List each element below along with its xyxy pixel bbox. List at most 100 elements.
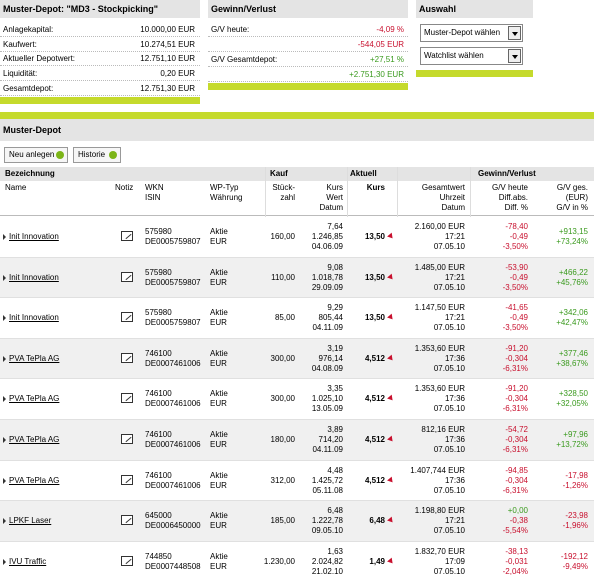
today-text: -0,031 xyxy=(505,556,528,566)
stock-link[interactable]: IVU Traffic xyxy=(9,556,47,566)
price: 13,50 xyxy=(364,272,385,282)
row-separator xyxy=(0,65,200,67)
id-text: DE0007461006 xyxy=(145,480,201,490)
column-header: zahl xyxy=(280,193,295,202)
id-text: 575980 xyxy=(145,227,172,236)
id-text: DE0007461006 xyxy=(145,440,201,449)
column-header: G/V heute xyxy=(491,183,528,192)
buy-text: 21.02.10 xyxy=(311,566,343,576)
action-button[interactable]: Neu anlegen xyxy=(4,147,68,163)
link-arrow xyxy=(3,234,6,240)
depot-title: Muster-Depot xyxy=(0,119,594,141)
row-separator xyxy=(0,94,200,96)
select-button xyxy=(508,49,521,63)
buy-text: 1.246,85 xyxy=(311,232,343,241)
note-icon[interactable] xyxy=(121,231,133,241)
buy-text: 3,35 xyxy=(327,384,343,394)
id-text: 746100 xyxy=(145,389,172,399)
today-text: -41,65 xyxy=(505,303,528,313)
id-text: 645000 xyxy=(145,511,172,521)
group-header: Kauf xyxy=(270,169,288,178)
stock-link[interactable]: PVA TePla AG xyxy=(9,435,60,444)
note-icon[interactable] xyxy=(121,393,133,404)
summary-label: Gesamtdepot: xyxy=(3,83,54,93)
stock-link[interactable]: LPKF Laser xyxy=(9,516,52,526)
note-icon[interactable] xyxy=(121,555,133,566)
today-text: -6,31% xyxy=(502,404,528,414)
note-icon[interactable] xyxy=(121,271,133,282)
today-text: -54,72 xyxy=(505,425,528,434)
buy-text: 4,48 xyxy=(327,465,343,475)
type-text: EUR xyxy=(210,237,227,246)
current-text: 2.160,00 EUR xyxy=(414,222,465,231)
button-label: Historie xyxy=(78,150,106,159)
row-separator xyxy=(208,36,408,37)
current-text: 07.05.10 xyxy=(433,485,465,495)
today-text: -91,20 xyxy=(505,384,528,394)
buy-text: 1.018,78 xyxy=(311,272,343,282)
summary-label: Aktueller Depotwert: xyxy=(3,54,76,64)
select-box[interactable]: Muster-Depot wählen xyxy=(420,24,523,42)
note-icon[interactable] xyxy=(121,515,133,526)
pencil xyxy=(125,355,132,361)
stock-link[interactable]: Init Innovation xyxy=(9,313,59,323)
today-text: -94,85 xyxy=(505,465,528,475)
today-text: -3,50% xyxy=(502,282,528,292)
select-box[interactable]: Watchlist wählen xyxy=(420,47,523,65)
row-separator xyxy=(208,50,408,52)
note-icon[interactable] xyxy=(121,352,133,363)
summary-value: 12.751,30 EUR xyxy=(140,83,195,93)
green-bar xyxy=(208,83,408,90)
price: 13,50 xyxy=(364,313,385,323)
stock-link[interactable]: PVA TePla AG xyxy=(9,394,60,404)
total-text: -23,98 xyxy=(565,511,588,521)
id-text: DE0005759807 xyxy=(145,237,201,246)
profit-value: -4,09 % xyxy=(376,25,404,34)
column-header: Gesamtwert xyxy=(421,183,465,192)
today-text: -0,304 xyxy=(505,353,528,363)
total-text: +913,15 xyxy=(558,227,588,236)
buy-text: 7,64 xyxy=(327,222,343,231)
today-text: -0,49 xyxy=(509,232,528,241)
current-text: 07.05.10 xyxy=(433,323,465,333)
buy-text: 13.05.09 xyxy=(311,404,343,414)
current-text: 812,16 EUR xyxy=(421,425,465,434)
row-separator xyxy=(208,80,408,82)
type-text: Aktie xyxy=(210,511,228,521)
today-text: -53,90 xyxy=(505,262,528,272)
buy-text: 3,89 xyxy=(327,425,343,434)
today-text: -0,49 xyxy=(509,313,528,323)
action-button[interactable]: Historie xyxy=(73,147,121,163)
type-text: Aktie xyxy=(210,267,228,277)
total-text: +38,67% xyxy=(556,358,588,368)
price: 4,512 xyxy=(364,353,385,363)
pencil xyxy=(125,477,132,483)
row-separator xyxy=(0,36,200,37)
stock-link[interactable]: Init Innovation xyxy=(9,232,59,241)
pencil xyxy=(125,274,132,280)
note-icon[interactable] xyxy=(121,474,133,485)
type-text: Aktie xyxy=(210,348,228,358)
summary-value: 12.751,10 EUR xyxy=(140,54,195,64)
price: 4,512 xyxy=(364,394,385,404)
note-icon[interactable] xyxy=(121,312,133,323)
note-icon[interactable] xyxy=(121,434,133,444)
column-header: Datum xyxy=(441,203,465,212)
stock-link[interactable]: PVA TePla AG xyxy=(9,353,60,363)
current-text: 17:09 xyxy=(444,556,465,566)
buy-text: 805,44 xyxy=(318,313,343,323)
today-text: -6,31% xyxy=(502,363,528,373)
total-text: +97,96 xyxy=(563,430,588,439)
stock-link[interactable]: Init Innovation xyxy=(9,272,59,282)
stock-link[interactable]: PVA TePla AG xyxy=(9,475,60,485)
column-header: Uhrzeit xyxy=(439,193,465,202)
id-text: 575980 xyxy=(145,308,172,318)
price: 4,512 xyxy=(364,435,385,444)
current-text: 17:36 xyxy=(444,353,465,363)
current-text: 07.05.10 xyxy=(433,404,465,414)
pencil xyxy=(125,396,132,402)
quantity: 185,00 xyxy=(270,516,295,526)
current-text: 07.05.10 xyxy=(433,526,465,536)
column-header: Kurs xyxy=(326,183,343,192)
buy-text: 976,14 xyxy=(318,353,343,363)
